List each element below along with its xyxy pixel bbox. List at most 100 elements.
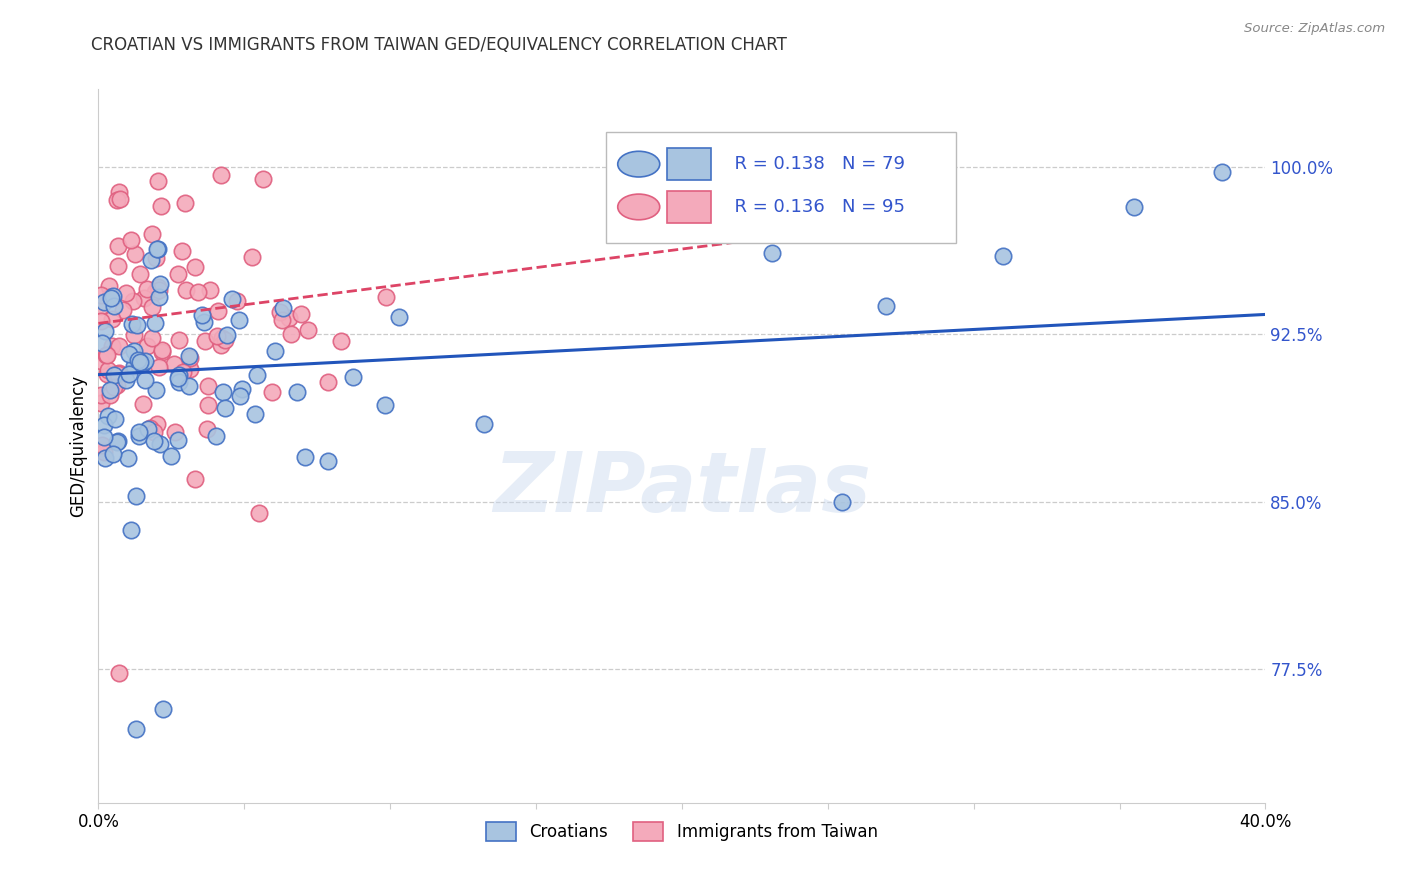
Point [108,666,131,681]
Point [105,377,128,392]
Point [205,429,228,443]
Point [167,376,190,390]
Point [145,242,167,256]
Point [209,338,232,352]
Point [205,328,228,343]
Text: ZIPatlas: ZIPatlas [494,449,870,529]
Point [101,339,124,353]
Point [174,284,197,298]
Point [94,348,117,362]
Point [150,199,173,213]
Point [100,290,122,304]
Point [290,308,312,322]
Point [115,373,138,387]
Point [280,327,302,342]
Point [114,285,136,300]
Point [135,339,157,353]
Point [167,333,190,347]
Point [103,380,125,394]
Point [179,351,201,365]
Circle shape [617,152,659,177]
Point [167,433,190,447]
Point [149,277,172,291]
Point [318,453,340,467]
Point [211,331,233,345]
Point [122,327,145,342]
Point [124,246,146,260]
Point [316,376,339,390]
Point [101,311,124,326]
Point [167,371,190,385]
Point [136,422,159,436]
Point [179,362,201,376]
Point [91,335,114,350]
Point [148,359,170,374]
Point [100,291,122,305]
Point [105,435,128,450]
Point [141,300,163,314]
Point [148,280,170,294]
Point [177,349,200,363]
Point [252,171,274,186]
Point [93,445,115,459]
Point [148,283,170,297]
Point [1211,164,1233,178]
Point [165,425,187,439]
Point [247,506,270,520]
Point [90,354,112,368]
Point [197,379,219,393]
Point [132,397,155,411]
Point [388,310,411,325]
Point [167,368,190,383]
Point [374,398,396,412]
Point [187,285,209,299]
Point [98,383,121,397]
Point [120,233,142,247]
Y-axis label: GED/Equivalency: GED/Equivalency [69,375,87,517]
Point [122,293,145,308]
Point [761,245,783,260]
Point [214,333,236,347]
Point [111,302,134,317]
Point [225,294,247,309]
Point [163,357,186,371]
Point [107,367,129,381]
Point [215,327,238,342]
Point [243,407,266,421]
Point [183,260,205,274]
Point [159,449,181,463]
Point [97,363,120,377]
Point [193,315,215,329]
Point [105,193,128,207]
Point [179,379,201,393]
FancyBboxPatch shape [666,148,711,180]
Point [134,373,156,387]
Point [174,196,197,211]
Point [134,353,156,368]
Point [107,373,129,387]
Point [90,299,112,313]
Point [90,388,112,402]
Point [146,174,169,188]
Point [104,412,127,426]
Point [139,420,162,434]
Point [143,434,166,449]
Point [107,185,129,199]
Point [264,343,287,358]
Point [207,303,229,318]
Point [146,417,169,431]
Point [231,382,253,396]
Point [129,268,152,282]
Point [98,388,121,402]
Point [221,292,243,306]
Point [124,359,146,373]
Point [107,339,129,353]
Point [97,279,120,293]
Point [145,251,167,265]
Circle shape [617,194,659,219]
Point [118,367,141,381]
Point [94,451,117,466]
Point [132,356,155,370]
Point [875,298,897,312]
Legend: Croatians, Immigrants from Taiwan: Croatians, Immigrants from Taiwan [479,815,884,848]
